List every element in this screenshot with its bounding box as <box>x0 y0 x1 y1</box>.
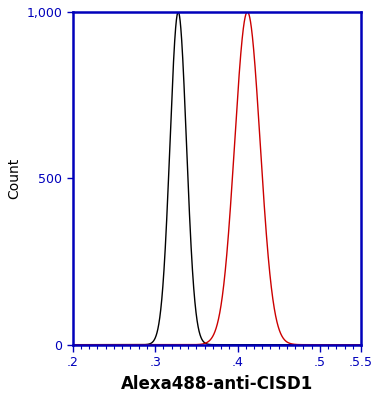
X-axis label: Alexa488-anti-CISD1: Alexa488-anti-CISD1 <box>121 375 313 393</box>
Y-axis label: Count: Count <box>7 158 21 199</box>
